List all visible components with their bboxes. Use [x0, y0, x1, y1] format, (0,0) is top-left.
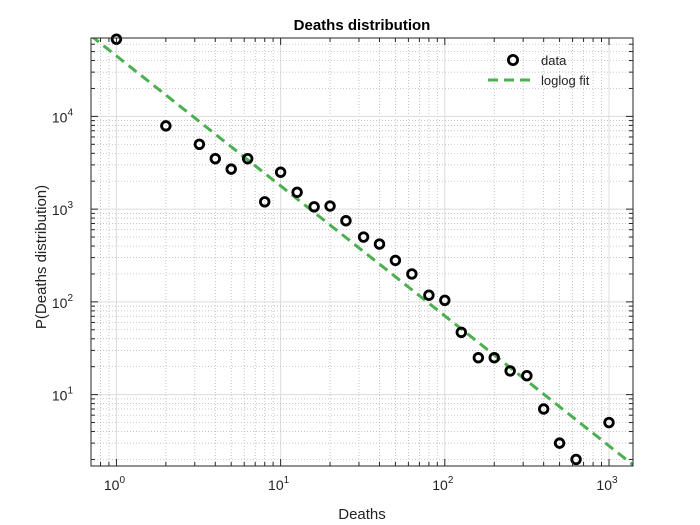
legend-data-marker [506, 54, 519, 67]
data-point [389, 254, 402, 267]
data-point [488, 352, 500, 364]
data-point [570, 453, 582, 466]
legend-data-label: data [541, 53, 567, 68]
fit-line [91, 38, 633, 466]
data-point [209, 152, 221, 165]
legend-fit-label: loglog fit [541, 73, 590, 88]
y-tick-label: 103 [52, 200, 74, 218]
x-tick-label: 102 [432, 475, 454, 493]
data-point [324, 200, 336, 212]
data-point [274, 166, 287, 178]
x-tick-label: 103 [596, 475, 618, 493]
data-point [537, 403, 550, 415]
data-point [455, 326, 467, 338]
fit-line-layer [91, 38, 633, 466]
data-point [472, 352, 485, 364]
chart-title: Deaths distribution [294, 17, 431, 34]
y-tick-label: 101 [52, 386, 74, 404]
plot-area-frame [90, 37, 634, 467]
data-point [603, 416, 615, 429]
data-point [225, 163, 237, 175]
data-point [439, 294, 451, 306]
data-point [193, 138, 206, 151]
data-points-layer [110, 33, 615, 466]
data-point [504, 365, 516, 377]
data-point [553, 437, 566, 449]
x-tick-label: 100 [104, 475, 126, 493]
data-point [241, 152, 254, 165]
data-point [423, 289, 435, 301]
data-point [521, 369, 533, 382]
y-tick-label: 102 [52, 293, 74, 311]
data-point [406, 268, 418, 280]
data-point [357, 231, 370, 243]
x-axis-label: Deaths [338, 506, 386, 523]
data-point [340, 215, 352, 227]
data-point [373, 238, 386, 250]
y-axis-label: P(Deaths distribution) [33, 185, 50, 329]
data-point [291, 186, 303, 198]
legend: data loglog fit [488, 53, 590, 88]
data-point [160, 120, 172, 132]
y-tick-label: 104 [52, 107, 74, 125]
axis-ticks: 100 101 102 103 101 102 103 104 [52, 37, 633, 493]
x-tick-label: 101 [268, 475, 290, 493]
data-point [308, 201, 320, 213]
data-point [259, 196, 271, 208]
grid [90, 37, 633, 466]
